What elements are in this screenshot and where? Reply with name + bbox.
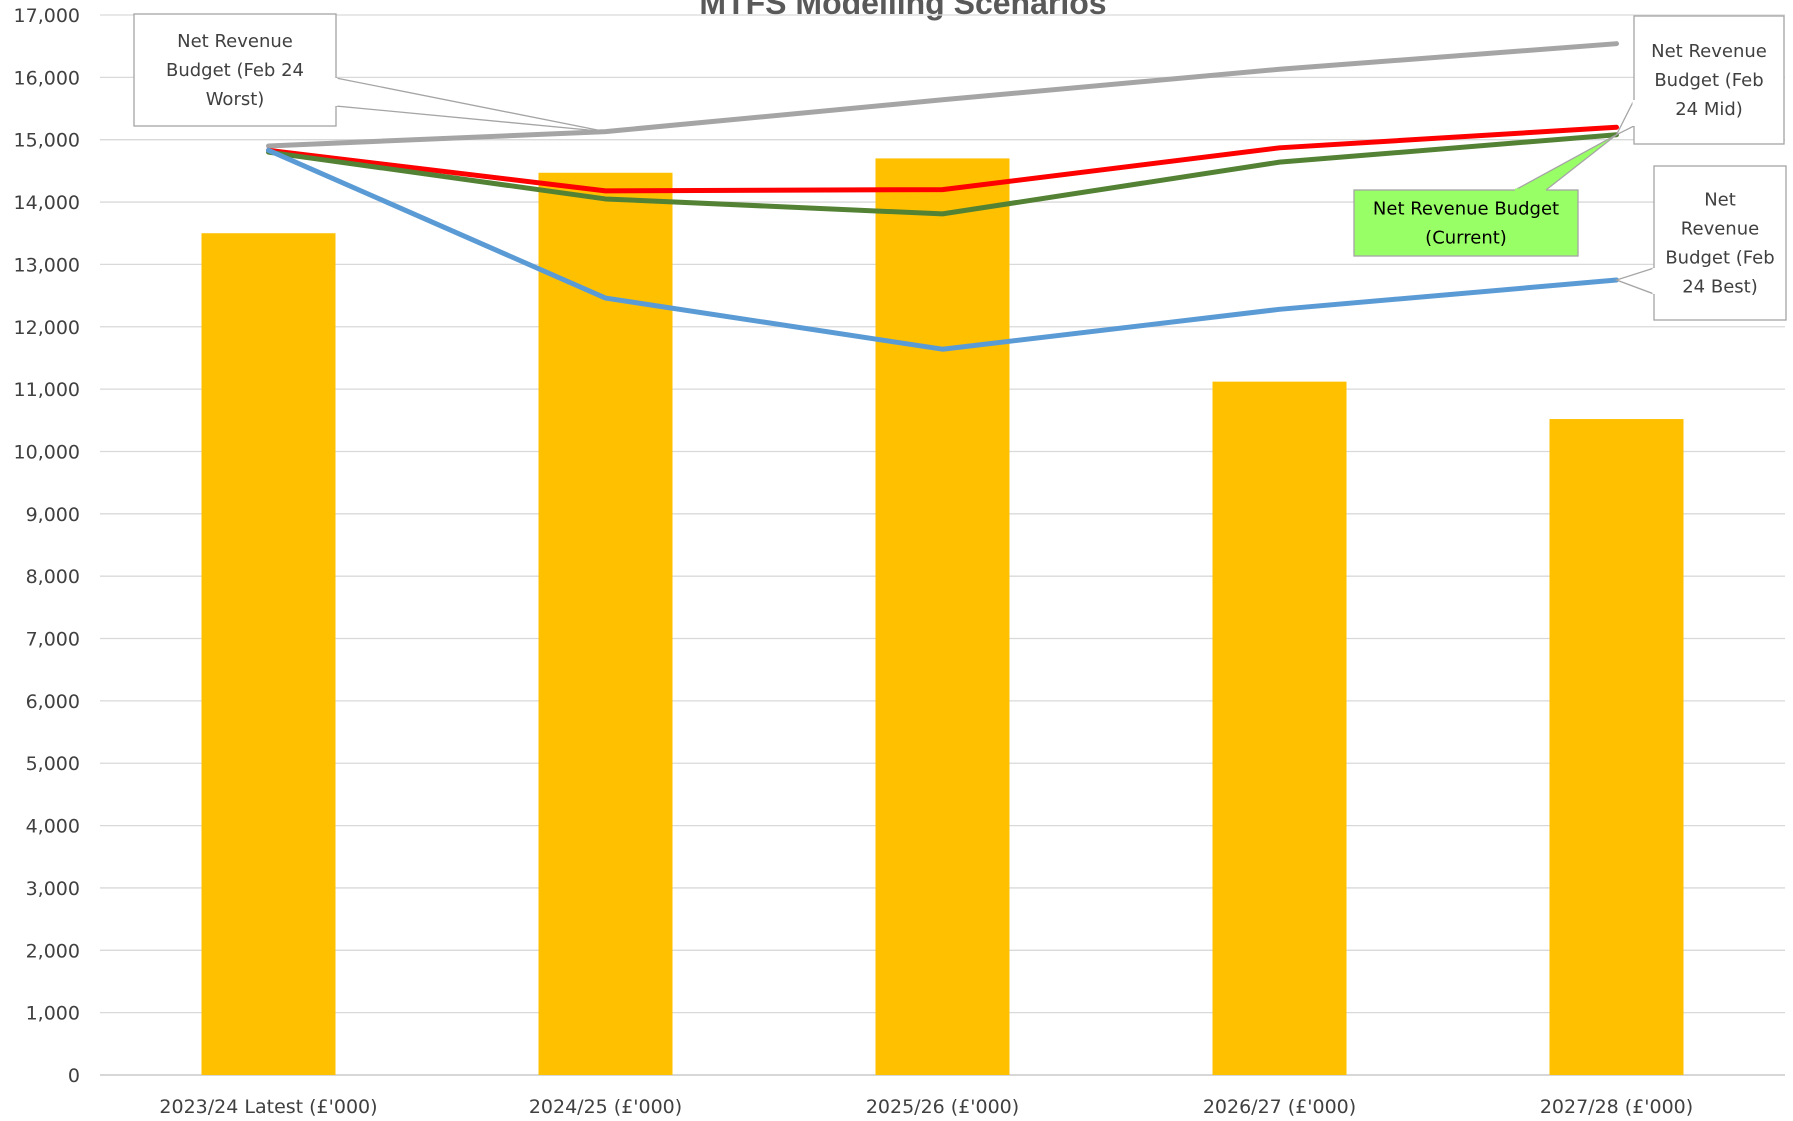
chart-title: MTFS Modelling Scenarios: [699, 0, 1106, 21]
callout-box: [1653, 165, 1787, 321]
line-series: [266, 41, 1619, 352]
y-tick-label: 10,000: [14, 441, 80, 463]
callout-current: Net Revenue Budget (Current): [1353, 134, 1617, 257]
callout-label: 24 Best): [1682, 277, 1758, 298]
bar: [875, 158, 1010, 1076]
callout-label: Net Revenue: [1651, 41, 1767, 62]
y-tick-label: 2,000: [26, 940, 80, 962]
y-tick-label: 4,000: [26, 816, 80, 838]
callout-pointer: [1614, 267, 1655, 295]
callout-box: [1633, 15, 1785, 145]
callout-box: [1353, 189, 1579, 257]
callout-box: [133, 13, 337, 127]
callout-label: Net Revenue Budget: [1373, 199, 1559, 220]
y-tick-label: 11,000: [14, 379, 80, 401]
y-tick-label: 1,000: [26, 1003, 80, 1025]
y-tick-label: 5,000: [26, 753, 80, 775]
callout-label: 24 Mid): [1675, 99, 1743, 120]
bar: [1212, 381, 1347, 1076]
callout-worst: Net Revenue Budget (Feb 24 Worst): [133, 13, 606, 133]
series-line-mid: [266, 132, 1619, 217]
y-tick-label: 16,000: [14, 67, 80, 89]
y-axis: 0 1,000 2,000 3,000 4,000 5,000 6,000 7,000 8,00…: [14, 5, 80, 1087]
y-tick-label: 7,000: [26, 629, 80, 651]
callout-label: Worst): [206, 89, 265, 110]
x-axis: 2023/24 Latest (£'000) 2024/25 (£'000) 202…: [159, 1096, 1693, 1118]
callout-label: (Current): [1425, 228, 1507, 249]
x-tick-label: 2026/27 (£'000): [1203, 1096, 1356, 1118]
y-tick-label: 13,000: [14, 254, 80, 276]
callout-label: Budget (Feb: [1654, 70, 1763, 91]
callout-pointer: [1615, 99, 1635, 137]
y-tick-label: 6,000: [26, 691, 80, 713]
y-tick-label: 9,000: [26, 504, 80, 526]
x-tick-label: 2023/24 Latest (£'000): [159, 1096, 377, 1118]
callout-label: Budget (Feb 24: [166, 60, 304, 81]
bar: [1549, 419, 1684, 1075]
callout-pointer: [335, 77, 606, 133]
callout-label: Budget (Feb: [1665, 248, 1774, 269]
bar: [201, 233, 336, 1075]
callout-label: Net Revenue: [177, 31, 293, 52]
y-tick-label: 14,000: [14, 192, 80, 214]
callout-best: Net Revenue Budget (Feb 24 Best): [1614, 165, 1787, 321]
bar: [538, 172, 673, 1076]
x-tick-label: 2024/25 (£'000): [529, 1096, 682, 1118]
series-line-worst: [266, 41, 1619, 149]
series-line-best: [266, 147, 1619, 352]
callout-mid: Net Revenue Budget (Feb 24 Mid): [1615, 15, 1785, 145]
y-tick-label: 12,000: [14, 317, 80, 339]
x-tick-label: 2025/26 (£'000): [866, 1096, 1019, 1118]
callout-label: Revenue: [1681, 219, 1759, 240]
callout-label: Net: [1704, 190, 1736, 211]
y-tick-label: 0: [68, 1065, 80, 1087]
y-tick-label: 15,000: [14, 130, 80, 152]
bar-series: [201, 158, 1684, 1076]
y-tick-label: 3,000: [26, 878, 80, 900]
y-tick-label: 17,000: [14, 5, 80, 27]
series-line-current: [266, 124, 1619, 194]
y-tick-label: 8,000: [26, 566, 80, 588]
x-tick-label: 2027/28 (£'000): [1540, 1096, 1693, 1118]
